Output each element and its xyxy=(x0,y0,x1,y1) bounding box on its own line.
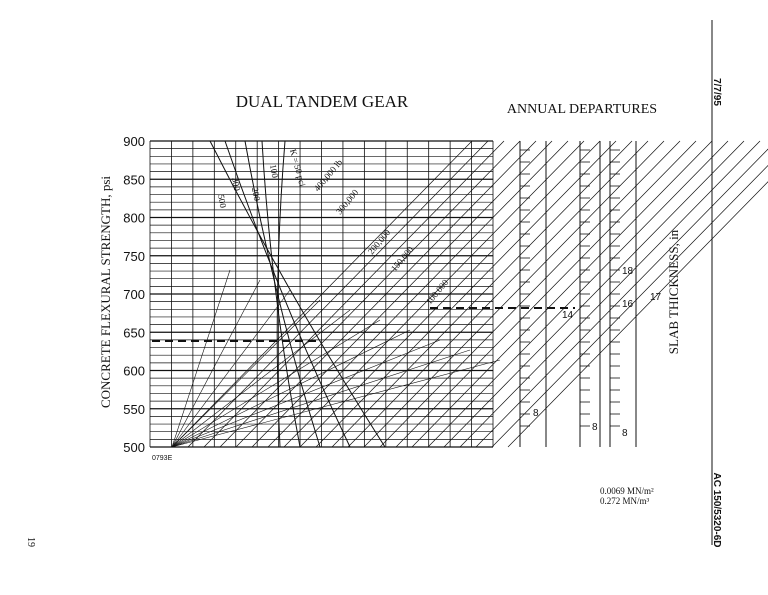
load-label: 150,000 xyxy=(389,244,416,273)
k-curve xyxy=(276,140,286,448)
scale-label: 17 xyxy=(650,292,662,303)
y-tick-label: 600 xyxy=(123,364,145,379)
document-id: AC 150/5320-6D xyxy=(711,472,722,547)
scale-label: 8 xyxy=(622,428,628,439)
y-tick-label: 500 xyxy=(123,440,145,455)
diagonal xyxy=(491,164,768,448)
load-label: 300,000 xyxy=(334,187,361,216)
diagonal xyxy=(411,140,713,448)
k-curve xyxy=(209,140,386,448)
y-axis-label: CONCRETE FLEXURAL STRENGTH, psi xyxy=(98,176,113,408)
diagonal xyxy=(283,140,585,448)
scale-label: 14 xyxy=(562,310,574,321)
fan-line xyxy=(171,339,441,448)
load-label: 400,000 lb xyxy=(312,157,345,193)
y-tick-label: 800 xyxy=(123,211,145,226)
diagonal xyxy=(251,140,553,448)
fan-line xyxy=(171,299,321,448)
fan-line xyxy=(171,319,381,448)
diagonal xyxy=(427,140,729,448)
diagonal xyxy=(219,140,521,448)
fan-line xyxy=(171,289,291,448)
fan-line xyxy=(171,269,231,448)
diagonal xyxy=(475,148,768,448)
diagonal xyxy=(507,181,768,448)
k-label: 100 xyxy=(268,164,280,180)
fan-line xyxy=(171,279,261,448)
right-title: ANNUAL DEPARTURES xyxy=(507,102,657,117)
thickness-label: SLAB THICKNESS, in xyxy=(666,229,681,354)
fan-line xyxy=(171,309,351,448)
fan-line xyxy=(171,329,411,448)
conversion: 0.0069 MN/m² xyxy=(600,486,654,496)
scale-label: 8 xyxy=(533,408,539,419)
fan-line xyxy=(171,349,471,448)
date: 7/7/95 xyxy=(711,78,722,106)
y-tick-label: 550 xyxy=(123,402,145,417)
k-label: 300 xyxy=(230,177,242,193)
conversion: 0.272 MN/m³ xyxy=(600,496,650,506)
diagonal xyxy=(347,140,649,448)
scale-label: 18 xyxy=(622,266,634,277)
diagonal xyxy=(171,140,473,448)
scale-label: 16 xyxy=(622,299,634,310)
k-label: K = 50 pci xyxy=(288,148,308,188)
y-tick-label: 700 xyxy=(123,287,145,302)
y-tick-label: 750 xyxy=(123,249,145,264)
k-curve xyxy=(261,140,301,448)
diagonal xyxy=(331,140,633,448)
k-curve xyxy=(224,140,351,448)
diagonal xyxy=(299,140,601,448)
diagonal xyxy=(203,140,505,448)
k-label: 500 xyxy=(216,194,228,210)
y-tick-label: 650 xyxy=(123,325,145,340)
fan-line xyxy=(171,359,501,448)
y-tick-label: 900 xyxy=(123,134,145,149)
y-tick-label: 850 xyxy=(123,172,145,187)
diagonal xyxy=(443,140,745,448)
figure-code: 0793E xyxy=(152,455,173,462)
diagonal xyxy=(315,140,617,448)
diagonal xyxy=(267,140,569,448)
nomograph-lines xyxy=(149,140,768,448)
k-label: 200 xyxy=(250,187,262,203)
diagonal xyxy=(235,140,537,448)
scale-label: 8 xyxy=(592,422,598,433)
diagonal xyxy=(363,140,665,448)
page-number: 19 xyxy=(25,537,36,547)
figure-title: DUAL TANDEM GEAR xyxy=(236,92,409,111)
